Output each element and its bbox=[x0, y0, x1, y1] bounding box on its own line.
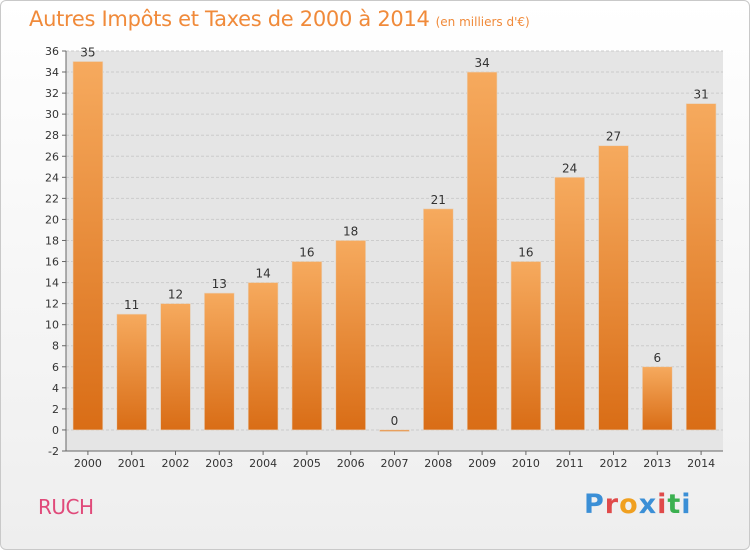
data-label-2011: 24 bbox=[562, 161, 577, 175]
x-tick-label-2001: 2001 bbox=[118, 457, 146, 470]
x-tick-label-2014: 2014 bbox=[687, 457, 715, 470]
x-tick-label-2007: 2007 bbox=[381, 457, 409, 470]
bar-2001 bbox=[116, 313, 147, 431]
y-tick-label: 22 bbox=[45, 192, 59, 205]
y-tick-label: 10 bbox=[45, 319, 59, 332]
x-tick-label-2004: 2004 bbox=[249, 457, 277, 470]
y-tick-label: 12 bbox=[45, 298, 59, 311]
x-tick-label-2010: 2010 bbox=[512, 457, 540, 470]
y-tick-label: 16 bbox=[45, 256, 59, 269]
y-tick-label: 4 bbox=[52, 382, 59, 395]
x-tick-label-2002: 2002 bbox=[162, 457, 190, 470]
bar-2013 bbox=[642, 366, 673, 431]
logo-letter: i bbox=[681, 489, 692, 520]
commune-name: RUCH bbox=[38, 495, 94, 519]
data-label-2012: 27 bbox=[606, 130, 621, 144]
y-tick-label: 26 bbox=[45, 150, 59, 163]
data-label-2013: 6 bbox=[653, 351, 661, 365]
bar-2004 bbox=[247, 282, 279, 431]
x-tick-label-2003: 2003 bbox=[205, 457, 233, 470]
data-label-2004: 14 bbox=[255, 267, 270, 281]
x-tick-label-2013: 2013 bbox=[643, 457, 671, 470]
logo-letter: i bbox=[657, 489, 668, 520]
y-tick-label: 24 bbox=[45, 171, 59, 184]
bar-2012 bbox=[598, 145, 629, 431]
data-label-2009: 34 bbox=[474, 56, 489, 70]
y-tick-label: 6 bbox=[52, 361, 59, 374]
y-tick-label: 2 bbox=[52, 403, 59, 416]
y-tick-label: 8 bbox=[52, 340, 59, 353]
bar-2002 bbox=[160, 303, 191, 431]
data-label-2002: 12 bbox=[168, 288, 183, 302]
bar-2009 bbox=[466, 71, 498, 431]
y-tick-label: 14 bbox=[45, 277, 59, 290]
data-label-2008: 21 bbox=[431, 193, 446, 207]
data-label-2014: 31 bbox=[693, 88, 708, 102]
y-tick-label: 18 bbox=[45, 234, 59, 247]
x-tick-label-2012: 2012 bbox=[600, 457, 628, 470]
y-tick-label: 30 bbox=[45, 108, 59, 121]
data-label-2000: 35 bbox=[80, 46, 95, 60]
x-tick-label-2005: 2005 bbox=[293, 457, 321, 470]
proxiti-logo[interactable]: Proxiti bbox=[584, 489, 692, 520]
y-tick-label: 0 bbox=[52, 424, 59, 437]
x-tick-label-2009: 2009 bbox=[468, 457, 496, 470]
data-label-2001: 11 bbox=[124, 298, 139, 312]
y-tick-label: -2 bbox=[48, 445, 59, 458]
bar-2011 bbox=[554, 177, 585, 431]
bar-2000 bbox=[72, 61, 104, 431]
data-label-2005: 16 bbox=[299, 246, 314, 260]
logo-letter: r bbox=[604, 489, 620, 520]
x-tick-label-2000: 2000 bbox=[74, 457, 102, 470]
chart-title-text: Autres Impôts et Taxes de 2000 à 2014 bbox=[29, 7, 430, 31]
bar-2008 bbox=[423, 208, 454, 431]
bar-2005 bbox=[291, 261, 323, 431]
y-tick-label: 32 bbox=[45, 87, 59, 100]
y-tick-label: 28 bbox=[45, 129, 59, 142]
chart-subtitle: (en milliers d'€) bbox=[435, 15, 530, 29]
x-tick-label-2011: 2011 bbox=[556, 457, 584, 470]
logo-letter: P bbox=[584, 489, 605, 520]
y-tick-label: 36 bbox=[45, 45, 59, 58]
bar-2014 bbox=[685, 103, 717, 431]
x-tick-label-2006: 2006 bbox=[337, 457, 365, 470]
logo-letter: o bbox=[619, 489, 639, 520]
bar-2010 bbox=[510, 261, 542, 431]
chart-title: Autres Impôts et Taxes de 2000 à 2014 (en… bbox=[29, 7, 530, 31]
y-tick-label: 20 bbox=[45, 213, 59, 226]
logo-letter: t bbox=[667, 489, 682, 520]
data-label-2007: 0 bbox=[391, 414, 399, 428]
data-label-2006: 18 bbox=[343, 224, 358, 238]
bar-2006 bbox=[335, 240, 366, 431]
data-label-2003: 13 bbox=[212, 277, 227, 291]
data-label-2010: 16 bbox=[518, 246, 533, 260]
bar-2007 bbox=[379, 429, 410, 432]
y-tick-label: 34 bbox=[45, 66, 59, 79]
bar-2003 bbox=[204, 292, 235, 431]
x-tick-label-2008: 2008 bbox=[424, 457, 452, 470]
logo-letter: x bbox=[638, 489, 658, 520]
